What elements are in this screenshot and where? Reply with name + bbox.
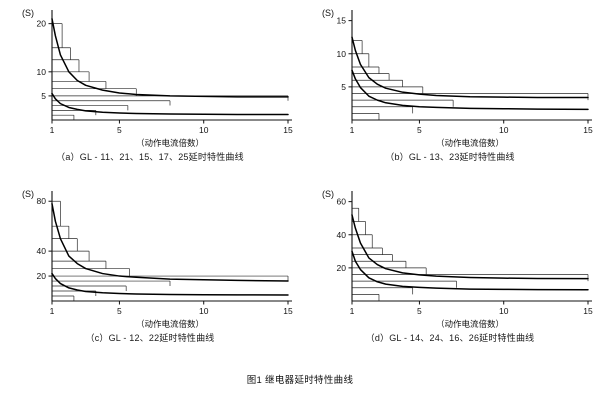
svg-text:40: 40	[37, 246, 47, 256]
x-axis-label: （动作电流倍数）	[436, 138, 504, 148]
y-axis-unit: (S)	[22, 189, 34, 199]
svg-text:5: 5	[41, 91, 46, 101]
svg-text:10: 10	[37, 67, 47, 77]
panel-caption-b: （b）GL - 13、23延时特性曲线	[385, 152, 515, 162]
curve-b-1	[351, 36, 589, 99]
svg-text:1: 1	[50, 125, 55, 135]
plot-area-a: 1 5 10 15 5 10 20 (S) （动作电流倍数）	[0, 0, 300, 152]
panel-caption-a: （a）GL - 11、21、15、17、25延时特性曲线	[56, 152, 244, 162]
curve-c-1	[51, 202, 289, 282]
panel-caption-c: （c）GL - 12、22延时特性曲线	[85, 333, 215, 343]
svg-text:1: 1	[50, 306, 55, 316]
plot-area-b: 1 5 10 15 5 10 15 (S) （动作电流倍数）	[300, 0, 600, 152]
curve-c-2	[51, 272, 289, 296]
svg-text:20: 20	[37, 19, 47, 29]
grid-lines	[52, 23, 289, 120]
svg-text:15: 15	[583, 125, 593, 135]
axes	[351, 10, 592, 121]
svg-text:40: 40	[337, 230, 347, 240]
plot-area-c: 1 5 10 15 20 40 80 (S) （动作电流倍数）	[0, 181, 300, 333]
chart-grid: 1 5 10 15 5 10 20 (S) （动作电流倍数） （a）GL - 11、21、15、…	[0, 0, 600, 362]
x-axis-label: （动作电流倍数）	[136, 138, 204, 148]
svg-text:60: 60	[337, 197, 347, 207]
y-axis-unit: (S)	[322, 189, 334, 199]
svg-text:15: 15	[583, 306, 593, 316]
x-axis-label: （动作电流倍数）	[436, 319, 504, 329]
chart-panel-b: 1 5 10 15 5 10 15 (S) （动作电流倍数） （b）GL - 13、23延时特性…	[300, 0, 600, 181]
svg-text:10: 10	[337, 49, 347, 59]
y-axis-unit: (S)	[22, 8, 34, 18]
plot-area-d: 1 5 10 15 20 40 60 (S) （动作电流倍数）	[300, 181, 600, 333]
svg-text:1: 1	[350, 306, 355, 316]
curve-d-2	[351, 250, 589, 291]
svg-text:10: 10	[499, 125, 509, 135]
svg-text:5: 5	[117, 306, 122, 316]
y-axis-unit: (S)	[322, 8, 334, 18]
chart-panel-d: 1 5 10 15 20 40 60 (S) （动作电流倍数） （d）GL - 14、24、16…	[300, 181, 600, 362]
axes	[351, 191, 592, 302]
svg-text:5: 5	[417, 125, 422, 135]
chart-panel-c: 1 5 10 15 20 40 80 (S) （动作电流倍数） （c）GL - 12、22延时特…	[0, 181, 300, 362]
curve-d-1	[351, 214, 589, 280]
panel-caption-d: （d）GL - 14、24、16、26延时特性曲线	[365, 333, 535, 343]
x-axis-label: （动作电流倍数）	[136, 319, 204, 329]
svg-text:5: 5	[117, 125, 122, 135]
curve-b-2	[351, 69, 589, 111]
svg-text:5: 5	[341, 82, 346, 92]
curve-a-1	[51, 18, 289, 98]
svg-text:10: 10	[199, 306, 209, 316]
grid-lines	[352, 207, 589, 301]
svg-text:15: 15	[283, 306, 293, 316]
svg-text:10: 10	[199, 125, 209, 135]
grid-lines	[352, 40, 589, 120]
axes	[51, 10, 292, 121]
svg-text:20: 20	[337, 263, 347, 273]
svg-text:15: 15	[337, 16, 347, 26]
svg-text:5: 5	[417, 306, 422, 316]
svg-text:15: 15	[283, 125, 293, 135]
curve-a-2	[51, 92, 289, 116]
figure-caption: 图1 继电器延时特性曲线	[246, 375, 354, 386]
svg-text:1: 1	[350, 125, 355, 135]
grid-lines	[52, 200, 289, 301]
svg-text:80: 80	[37, 196, 47, 206]
axes	[51, 191, 292, 302]
svg-text:20: 20	[37, 271, 47, 281]
chart-panel-a: 1 5 10 15 5 10 20 (S) （动作电流倍数） （a）GL - 11、21、15、…	[0, 0, 300, 181]
svg-text:10: 10	[499, 306, 509, 316]
